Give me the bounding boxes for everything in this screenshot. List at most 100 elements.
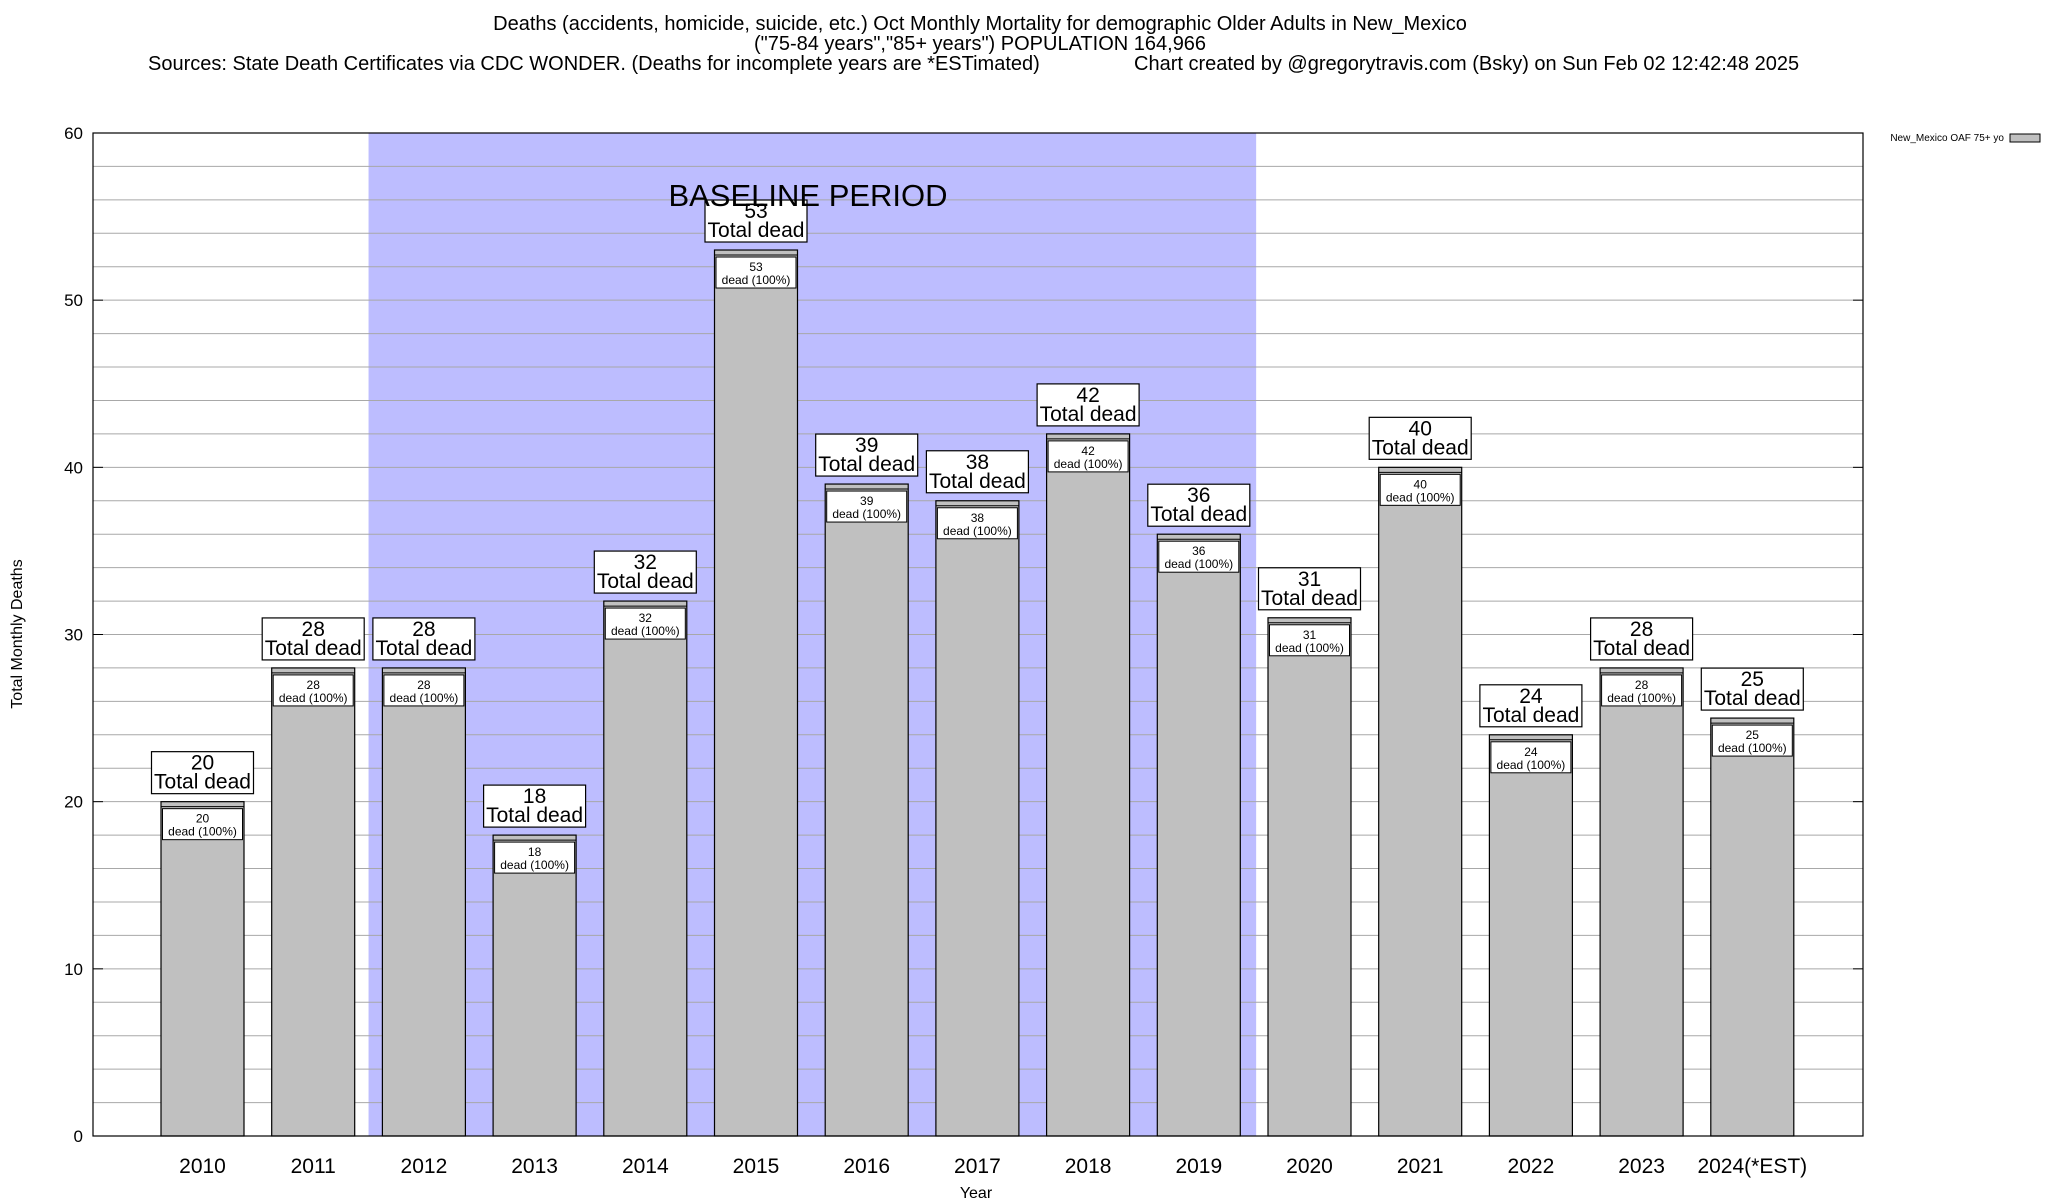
inner-label-box xyxy=(1269,624,1350,657)
top-label-text: Total dead xyxy=(1482,704,1579,727)
chart-title-block: Deaths (accidents, homicide, suicide, et… xyxy=(0,14,1960,54)
x-tick-label: 2023 xyxy=(1618,1155,1665,1178)
y-tick-label: 50 xyxy=(64,291,83,310)
inner-label-text: dead (100%) xyxy=(1497,758,1566,772)
inner-label-value: 32 xyxy=(639,611,653,625)
y-tick-label: 40 xyxy=(64,458,83,477)
inner-label-value: 28 xyxy=(1635,678,1649,692)
top-label-value: 32 xyxy=(634,551,657,574)
inner-label-box xyxy=(936,507,1018,540)
inner-label-box xyxy=(1379,473,1461,506)
inner-label-box xyxy=(826,490,908,523)
inner-label-box xyxy=(1047,440,1129,473)
top-label-box xyxy=(150,751,255,795)
y-tick-label: 10 xyxy=(64,960,83,979)
top-label-value: 40 xyxy=(1409,417,1432,440)
inner-label-text: dead (100%) xyxy=(611,624,680,638)
top-label-value: 36 xyxy=(1187,484,1210,507)
inner-label-box xyxy=(1490,741,1572,774)
top-label-value: 28 xyxy=(412,618,435,641)
top-label-text: Total dead xyxy=(154,771,251,794)
inner-label-box xyxy=(162,808,243,841)
inner-label-box xyxy=(1601,674,1683,707)
inner-label-text: dead (100%) xyxy=(832,507,901,521)
top-label-text: Total dead xyxy=(486,804,583,827)
inner-label-box xyxy=(604,607,686,640)
top-label-box xyxy=(1257,567,1362,611)
inner-label-text: dead (100%) xyxy=(168,825,237,839)
top-label-box xyxy=(704,199,808,243)
top-label-value: 53 xyxy=(744,200,767,223)
inner-label-value: 18 xyxy=(528,845,542,859)
top-label-value: 28 xyxy=(302,618,325,641)
inner-label-text: dead (100%) xyxy=(390,691,459,705)
top-label-text: Total dead xyxy=(1704,687,1801,710)
top-label-box xyxy=(1589,617,1694,661)
inner-label-text: dead (100%) xyxy=(943,524,1012,538)
x-tick-label: 2013 xyxy=(511,1155,558,1178)
inner-label-value: 36 xyxy=(1192,544,1206,558)
x-tick-label: 2022 xyxy=(1508,1155,1555,1178)
inner-label-box xyxy=(1711,724,1793,757)
bar xyxy=(1378,466,1463,1137)
bar xyxy=(1710,717,1795,1137)
bar xyxy=(935,500,1020,1137)
inner-label-value: 24 xyxy=(1524,745,1538,759)
bar xyxy=(713,249,799,1137)
x-tick-label: 2016 xyxy=(843,1155,890,1178)
bar xyxy=(492,834,577,1137)
top-label-value: 42 xyxy=(1076,384,1099,407)
x-tick-label: 2015 xyxy=(733,1155,780,1178)
top-label-box xyxy=(1147,483,1251,527)
inner-label-text: dead (100%) xyxy=(1275,641,1344,655)
inner-label-text: dead (100%) xyxy=(1054,457,1123,471)
top-label-text: Total dead xyxy=(708,219,805,242)
x-tick-label: 2021 xyxy=(1397,1155,1444,1178)
baseline-period-label: BASELINE PERIOD xyxy=(668,178,947,213)
top-label-box xyxy=(372,617,476,661)
top-label-text: Total dead xyxy=(375,637,472,660)
x-tick-label: 2020 xyxy=(1286,1155,1333,1178)
inner-label-value: 20 xyxy=(196,812,210,826)
bar xyxy=(603,600,688,1137)
inner-label-value: 39 xyxy=(860,494,874,508)
inner-label-box xyxy=(383,674,465,707)
top-label-box xyxy=(1036,383,1140,427)
inner-label-value: 38 xyxy=(971,511,985,525)
x-tick-label: 2012 xyxy=(401,1155,448,1178)
inner-label-text: dead (100%) xyxy=(279,691,348,705)
top-label-box xyxy=(261,617,365,661)
x-tick-label: 2010 xyxy=(179,1155,226,1178)
inner-label-value: 42 xyxy=(1081,444,1095,458)
top-label-box xyxy=(593,550,697,594)
legend-swatch xyxy=(2009,133,2041,143)
chart-subtitle: ("75-84 years","85+ years") POPULATION 1… xyxy=(753,33,1207,55)
top-label-box xyxy=(483,784,587,828)
top-label-text: Total dead xyxy=(597,570,694,593)
top-label-value: 18 xyxy=(523,785,546,808)
top-label-text: Total dead xyxy=(1261,587,1358,610)
bar xyxy=(1156,533,1241,1137)
inner-label-text: dead (100%) xyxy=(500,858,569,872)
bar xyxy=(1267,617,1352,1137)
top-label-value: 20 xyxy=(191,752,214,775)
x-tick-label: 2017 xyxy=(954,1155,1001,1178)
inner-label-box xyxy=(1158,540,1240,573)
x-tick-label: 2011 xyxy=(291,1155,336,1178)
top-label-box xyxy=(925,450,1030,494)
y-tick-label: 0 xyxy=(74,1127,83,1146)
chart-sources: Sources: State Death Certificates via CD… xyxy=(148,53,1040,75)
inner-label-value: 28 xyxy=(307,678,321,692)
top-label-text: Total dead xyxy=(1372,436,1469,459)
bar xyxy=(271,667,356,1137)
inner-label-value: 31 xyxy=(1303,628,1317,642)
top-label-value: 31 xyxy=(1298,568,1321,591)
top-label-box xyxy=(1368,416,1472,460)
top-label-text: Total dead xyxy=(818,453,915,476)
top-label-value: 39 xyxy=(855,434,878,457)
x-tick-label: 2018 xyxy=(1065,1155,1112,1178)
top-label-value: 28 xyxy=(1630,618,1653,641)
y-tick-label: 20 xyxy=(64,793,83,812)
top-label-text: Total dead xyxy=(1040,403,1137,426)
inner-label-text: dead (100%) xyxy=(1718,741,1787,755)
